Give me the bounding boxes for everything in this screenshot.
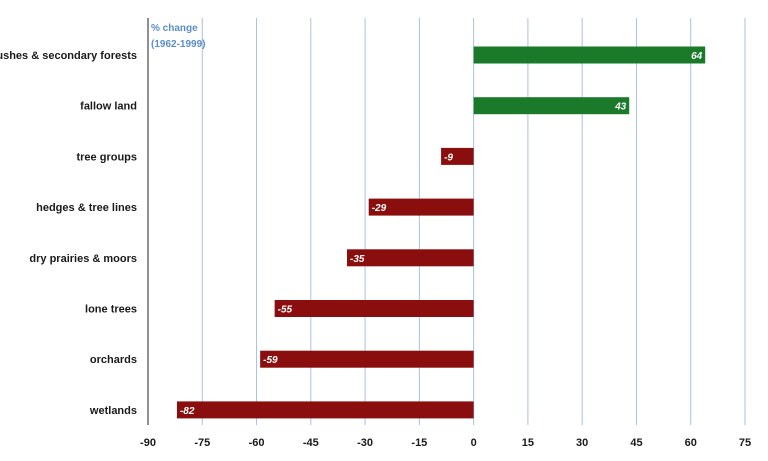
category-label: lone trees (85, 304, 137, 316)
x-tick-labels: -90 -75 -60 -45 -30 -15 0 15 30 45 60 75 (140, 437, 751, 449)
x-tick-label: 30 (576, 437, 588, 449)
data-label: -29 (372, 203, 387, 214)
data-label: -55 (278, 305, 293, 316)
x-tick-label: 45 (630, 437, 642, 449)
category-label: orchards (90, 354, 137, 366)
x-tick-label: 60 (685, 437, 697, 449)
data-label: -9 (444, 152, 453, 163)
data-label: 64 (691, 51, 703, 62)
bar-4 (368, 198, 474, 216)
category-label: wetlands (89, 405, 137, 417)
x-tick-label: -90 (140, 437, 156, 449)
bar-2 (473, 97, 630, 115)
x-tick-label: 75 (739, 437, 751, 449)
data-label: -35 (350, 254, 365, 265)
axis-title-line1: % change (151, 23, 198, 34)
bar-8 (176, 401, 474, 419)
bar-5 (347, 249, 474, 267)
axis-title-line2: (1962-1999) (151, 39, 205, 50)
bar-1 (473, 46, 706, 64)
category-label: hedges & tree lines (36, 202, 137, 214)
x-tick-label: -60 (249, 437, 265, 449)
x-tick-label: 0 (471, 437, 477, 449)
bars: 64 43 -9 -29 -35 -55 -59 -82 (176, 46, 706, 419)
x-tick-label: 15 (522, 437, 534, 449)
category-label: dry prairies & moors (29, 253, 137, 265)
bar-6 (274, 300, 474, 317)
x-tick-label: -15 (411, 437, 427, 449)
category-label: fallow land (80, 101, 137, 113)
x-tick-label: -45 (303, 437, 319, 449)
bar-3 (441, 147, 474, 165)
category-label: bushes & secondary forests (0, 50, 137, 62)
data-label: -59 (263, 355, 278, 366)
gridlines (147, 18, 746, 425)
bar-7 (260, 350, 474, 368)
category-labels: bushes & secondary forests fallow land tre… (0, 50, 137, 417)
data-label: 43 (614, 102, 627, 113)
category-label: tree groups (76, 151, 137, 163)
x-tick-label: -75 (194, 437, 210, 449)
x-tick-label: -30 (357, 437, 373, 449)
data-label: -82 (180, 406, 195, 417)
